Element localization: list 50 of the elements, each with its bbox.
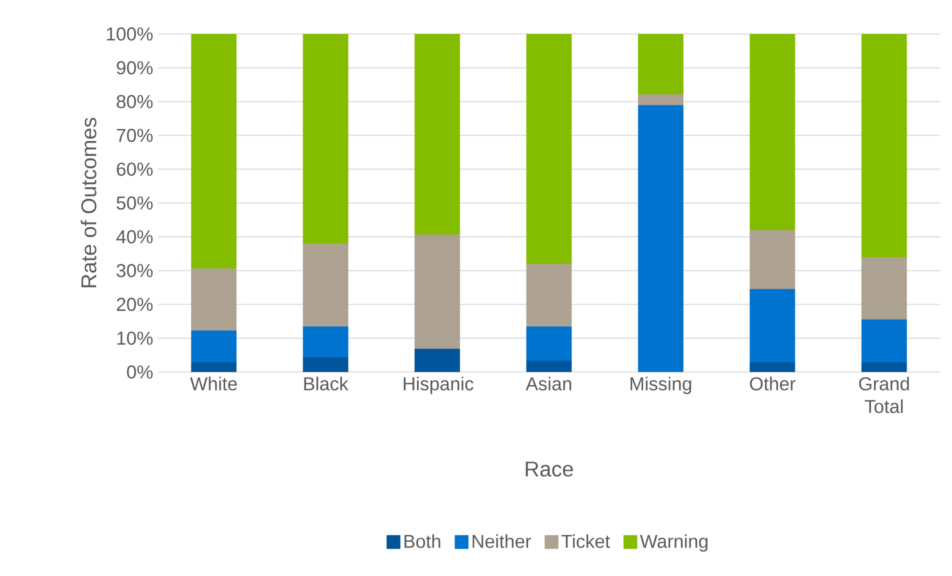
bar — [414, 348, 460, 372]
legend-label: Both — [404, 534, 440, 548]
bar — [526, 360, 572, 372]
bar — [750, 230, 796, 290]
bar — [861, 34, 907, 258]
bar — [861, 362, 907, 372]
legend-label: Neither — [472, 534, 532, 548]
bar — [191, 362, 237, 372]
bar — [302, 357, 348, 372]
bar — [414, 234, 460, 350]
bar — [414, 34, 460, 235]
bar — [526, 34, 572, 264]
x-tick-label: Black — [304, 376, 348, 390]
y-tick-label: 20% — [116, 298, 153, 312]
bar — [638, 105, 684, 372]
bar — [526, 264, 572, 327]
bar — [861, 257, 907, 320]
y-tick-label: 30% — [116, 264, 153, 278]
bar — [302, 34, 348, 244]
y-tick-label: 90% — [116, 61, 153, 74]
y-tick-label: 0% — [127, 365, 153, 379]
y-tick-label: 10% — [117, 332, 153, 345]
bar — [861, 319, 907, 363]
bar — [750, 362, 796, 372]
bar — [302, 326, 348, 358]
y-tick-label: 40% — [116, 230, 153, 244]
x-tick-label: Other — [750, 376, 796, 390]
y-tick-label: 80% — [116, 94, 153, 108]
bar — [750, 288, 796, 363]
x-tick-label: Grand Total — [859, 376, 909, 414]
x-tick-label: Asian — [526, 376, 572, 390]
bar — [191, 268, 237, 331]
bar — [302, 244, 348, 327]
y-tick-label: 50% — [116, 196, 153, 210]
bar — [638, 34, 684, 95]
y-axis-title: Rate of Outcomes — [80, 118, 96, 288]
x-tick-label: Hispanic — [404, 376, 474, 394]
legend-label: Warning — [640, 534, 708, 552]
y-tick-label: 100% — [106, 27, 153, 41]
y-tick-label: 60% — [116, 162, 153, 176]
y-tick-label: 70% — [116, 128, 153, 142]
legend-label: Ticket — [561, 534, 610, 548]
bar — [191, 34, 237, 269]
x-tick-label: White — [190, 376, 237, 390]
bar — [191, 330, 237, 363]
x-axis-title: Race — [526, 462, 573, 477]
x-tick-label: Missing — [630, 376, 692, 394]
bar — [638, 94, 684, 106]
bar — [750, 34, 796, 231]
bar — [526, 326, 572, 362]
